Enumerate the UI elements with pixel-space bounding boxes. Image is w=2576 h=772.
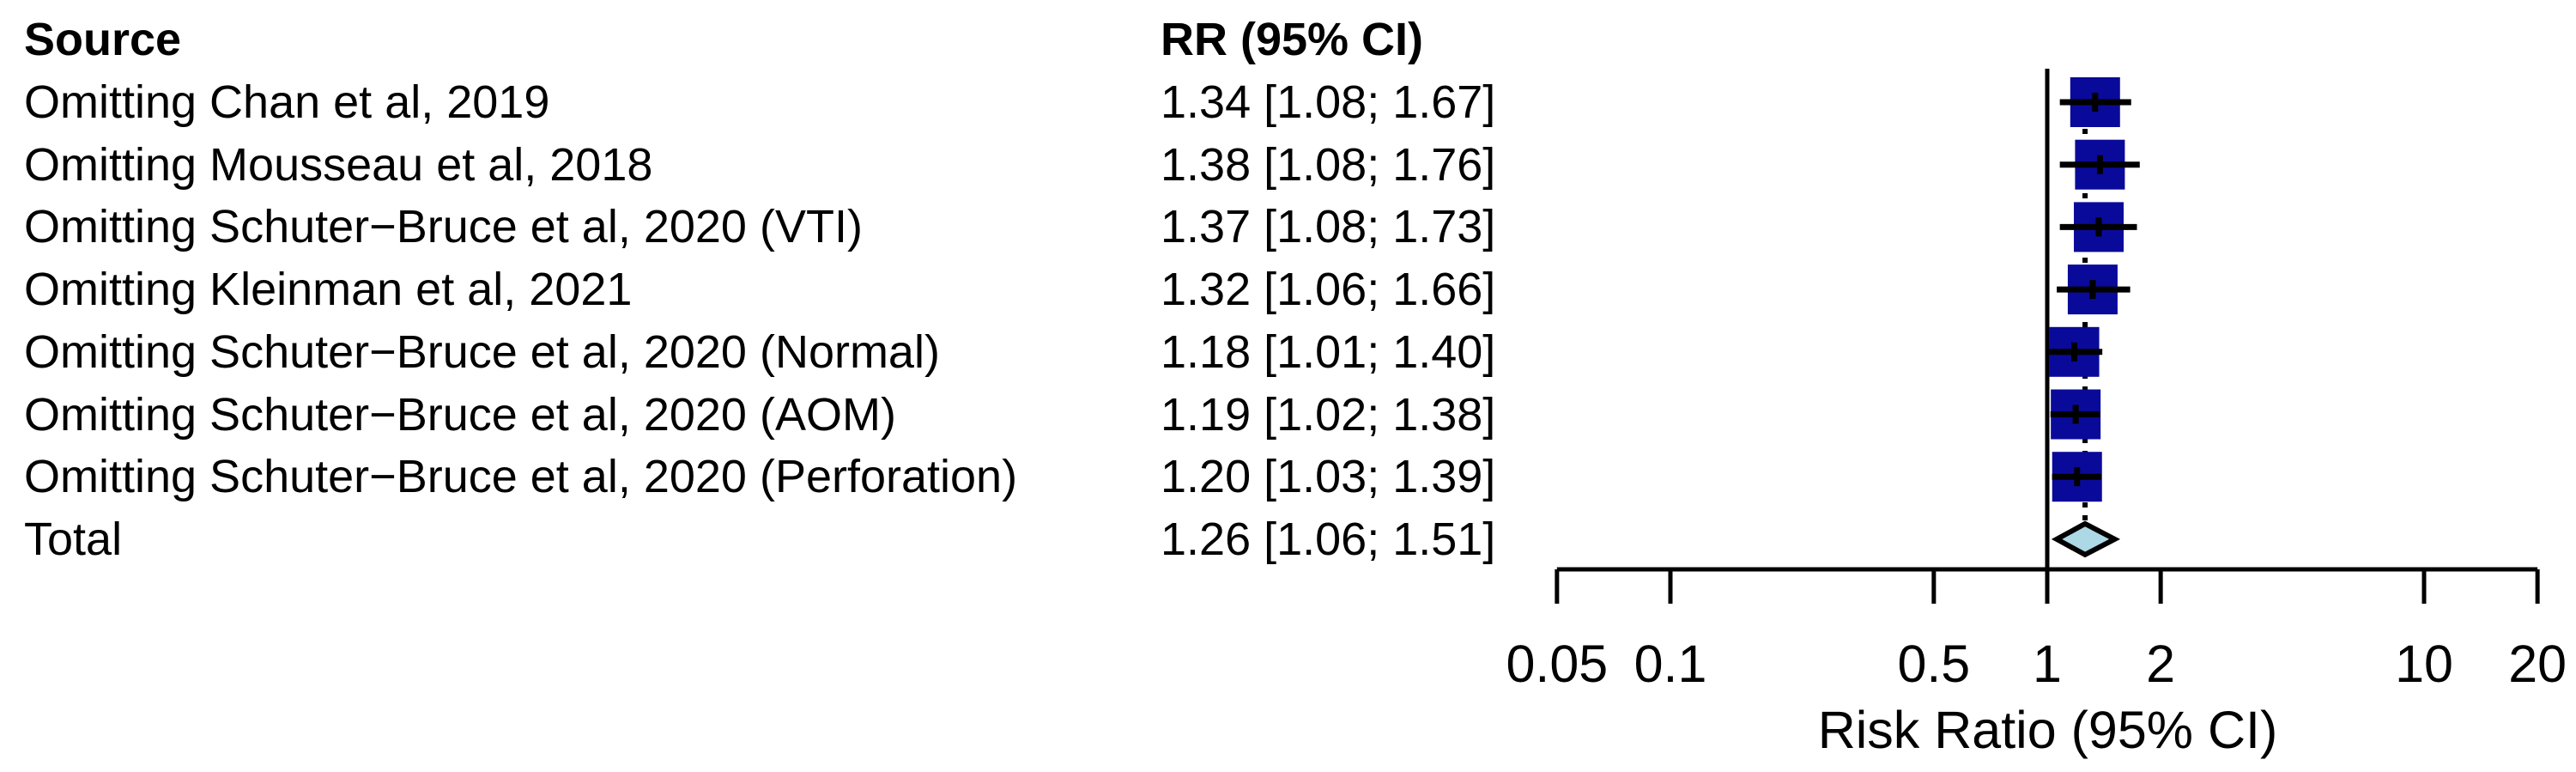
x-axis-tick-label: 10 xyxy=(2395,635,2453,693)
x-axis-tick-label: 2 xyxy=(2146,635,2175,693)
study-label: Omitting Schuter−Bruce et al, 2020 (Norm… xyxy=(24,325,940,378)
total-diamond xyxy=(2051,520,2121,558)
x-axis-tick-label: 20 xyxy=(2508,635,2567,693)
study-rr-value: 1.38 [1.08; 1.76] xyxy=(1161,138,1496,191)
study-rr-value: 1.18 [1.01; 1.40] xyxy=(1161,325,1496,378)
study-rr-value: 1.20 [1.03; 1.39] xyxy=(1161,451,1496,503)
study-label: Omitting Kleinman et al, 2021 xyxy=(24,264,633,316)
rr-column-header: RR (95% CI) xyxy=(1161,14,1424,65)
study-rr-value: 1.34 [1.08; 1.67] xyxy=(1161,76,1496,128)
x-axis-title: Risk Ratio (95% CI) xyxy=(1817,701,2278,759)
study-rr-value: 1.32 [1.06; 1.66] xyxy=(1161,264,1496,316)
study-rr-value: 1.37 [1.08; 1.73] xyxy=(1161,201,1496,253)
study-label: Omitting Schuter−Bruce et al, 2020 (Perf… xyxy=(24,451,1018,503)
study-rr-value: 1.19 [1.02; 1.38] xyxy=(1161,388,1496,441)
total-rr-value: 1.26 [1.06; 1.51] xyxy=(1161,513,1496,565)
x-axis-tick-label: 0.05 xyxy=(1506,635,1608,693)
source-column-header: Source xyxy=(24,14,182,65)
study-label: Omitting Schuter−Bruce et al, 2020 (AOM) xyxy=(24,388,896,441)
x-axis-tick-label: 0.5 xyxy=(1897,635,1970,693)
total-label: Total xyxy=(24,513,123,565)
x-axis-tick-label: 1 xyxy=(2033,635,2062,693)
study-label: Omitting Mousseau et al, 2018 xyxy=(24,138,653,191)
x-axis-tick-label: 0.1 xyxy=(1634,635,1707,693)
study-label: Omitting Chan et al, 2019 xyxy=(24,76,550,128)
study-label: Omitting Schuter−Bruce et al, 2020 (VTI) xyxy=(24,201,863,253)
